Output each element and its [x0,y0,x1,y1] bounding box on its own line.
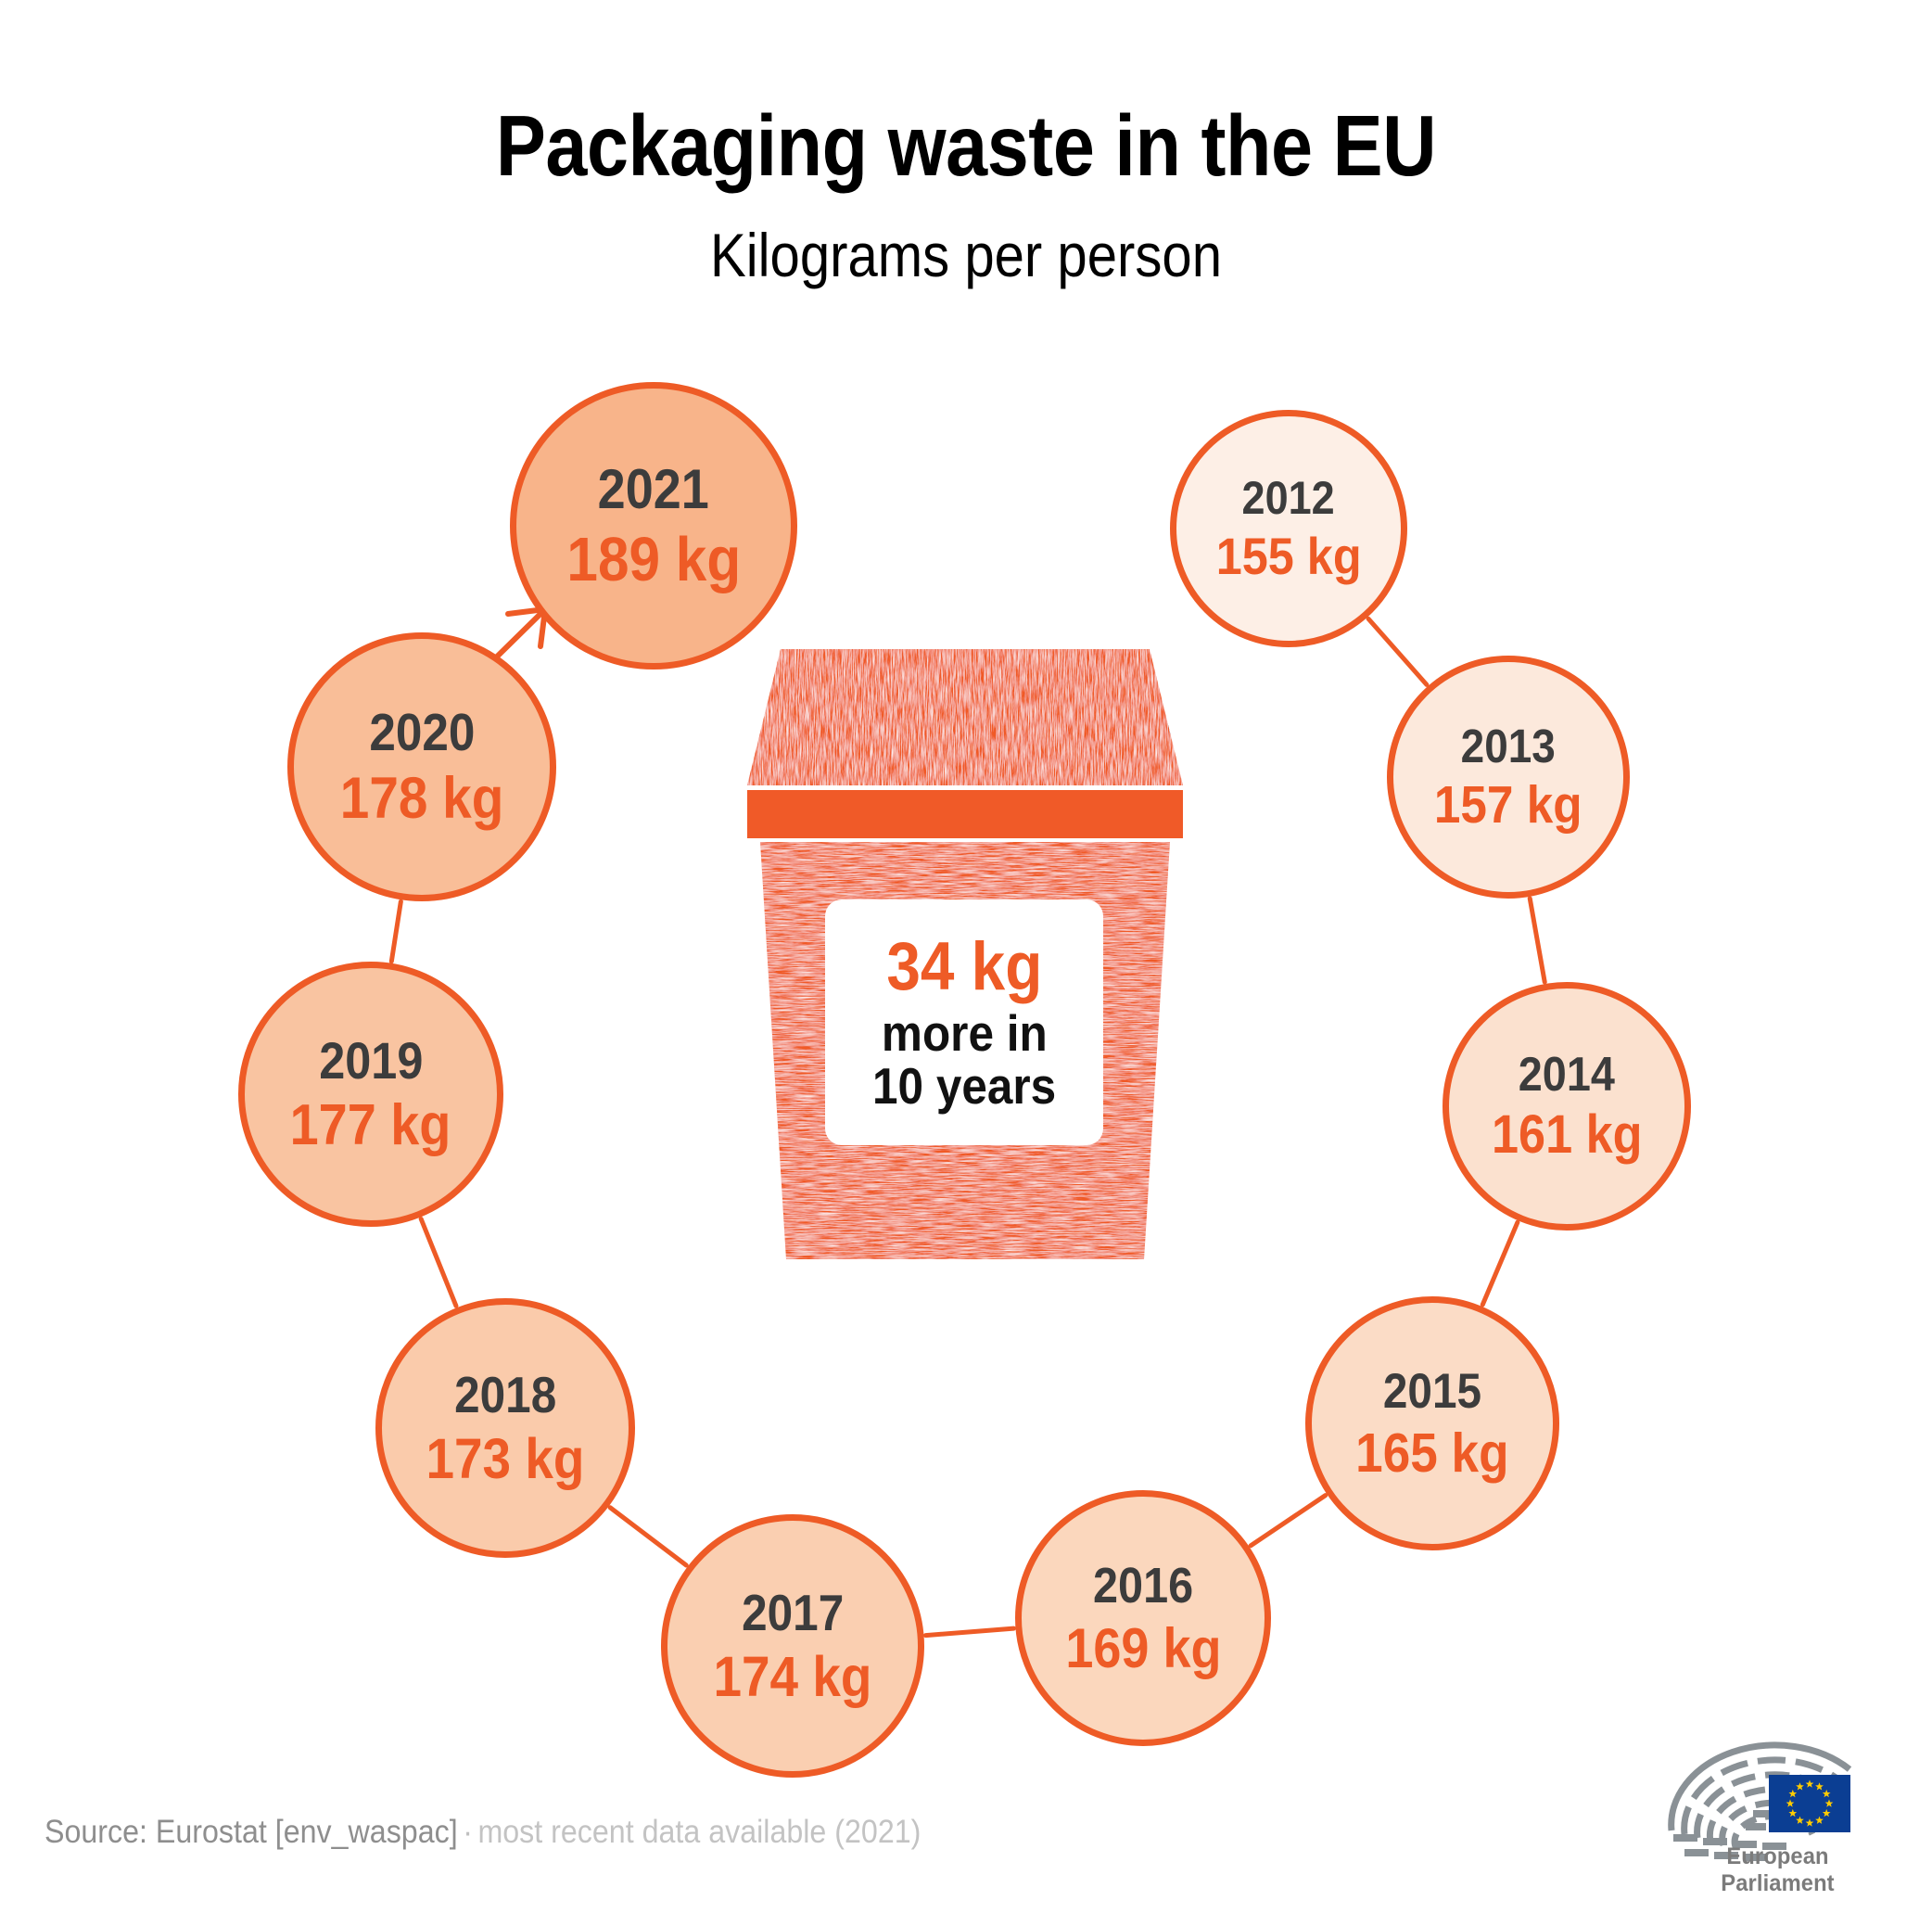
callout-line2: more in [881,1004,1048,1062]
year-bubble-2020[interactable]: 2020 178 kg [287,632,556,901]
year-bubble-2014[interactable]: 2014 161 kg [1443,982,1691,1231]
bubble-value-label: 157 kg [1434,775,1582,835]
eu-star-icon [1805,1818,1814,1827]
bubble-value-label: 189 kg [566,524,741,594]
year-bubble-2019[interactable]: 2019 177 kg [238,962,503,1227]
connector-2013-2014 [1527,896,1547,985]
connector-2015-2016 [1248,1493,1328,1549]
connector-2016-2017 [923,1626,1016,1639]
year-bubble-2016[interactable]: 2016 169 kg [1015,1490,1271,1746]
bubble-value-label: 173 kg [426,1426,585,1490]
bubble-value-label: 155 kg [1215,527,1362,585]
eu-star-icon [1788,1808,1798,1817]
year-bubble-2013[interactable]: 2013 157 kg [1387,656,1630,899]
bubble-year-label: 2020 [368,702,476,762]
bin-rim [747,790,1183,838]
source-primary: Source: Eurostat [env_waspac] [44,1814,458,1850]
eu-star-icon [1786,1799,1795,1807]
page-title: Packaging waste in the EU [495,97,1437,194]
bubble-value-label: 169 kg [1064,1616,1222,1679]
eu-star-icon [1815,1816,1824,1824]
year-bubble-2012[interactable]: 2012 155 kg [1170,410,1407,647]
eu-star-icon [1822,1789,1831,1798]
eu-star-icon [1815,1782,1824,1791]
year-bubble-2015[interactable]: 2015 165 kg [1305,1296,1559,1550]
bubble-year-label: 2021 [597,457,710,520]
bubble-value-label: 177 kg [290,1092,451,1157]
connector-2017-2018 [607,1505,689,1568]
bubble-value-label: 161 kg [1491,1104,1643,1165]
bubble-year-label: 2017 [741,1583,845,1641]
connector-2012-2013 [1366,616,1430,687]
connector-2014-2015 [1480,1219,1520,1307]
bubble-value-label: 165 kg [1355,1422,1509,1484]
page-subtitle: Kilograms per person [709,221,1223,289]
year-bubble-2018[interactable]: 2018 173 kg [375,1298,635,1558]
eu-stars [1786,1779,1834,1827]
bubble-year-label: 2013 [1460,720,1557,772]
eu-star-icon [1822,1808,1831,1817]
connector-2019-2020 [388,899,403,964]
eu-star-icon [1824,1799,1834,1807]
bubble-year-label: 2018 [453,1365,557,1423]
bin-lid [747,649,1183,785]
european-parliament-logo [1668,1741,1852,1861]
source-separator: · [463,1814,473,1850]
hemicycle-seats [1673,1810,1786,1861]
year-bubble-2017[interactable]: 2017 174 kg [661,1514,924,1778]
source-secondary: most recent data available (2021) [477,1814,922,1850]
bubble-year-label: 2012 [1241,472,1336,524]
bubble-value-label: 178 kg [339,765,504,831]
source-note: Source: Eurostat [env_waspac] · most recen… [44,1814,921,1851]
callout-line3: 10 years [871,1057,1057,1115]
callout-box: 34 kg more in 10 years [825,899,1103,1145]
bubble-year-label: 2016 [1092,1557,1194,1613]
eu-star-icon [1788,1789,1798,1798]
recycling-bin-illustration: 34 kg more in 10 years [747,649,1183,1335]
eu-star-icon [1796,1816,1804,1824]
organization-name: European Parliament [1721,1843,1835,1896]
callout-amount: 34 kg [885,929,1042,1004]
bubble-year-label: 2014 [1518,1048,1616,1102]
eu-star-icon [1796,1782,1804,1791]
year-bubble-2021[interactable]: 2021 189 kg [510,382,797,670]
bubble-year-label: 2015 [1382,1363,1482,1419]
bubble-year-label: 2019 [318,1030,424,1090]
bubble-value-label: 174 kg [713,1644,872,1708]
eu-star-icon [1805,1779,1814,1788]
connector-2018-2019 [418,1216,459,1308]
